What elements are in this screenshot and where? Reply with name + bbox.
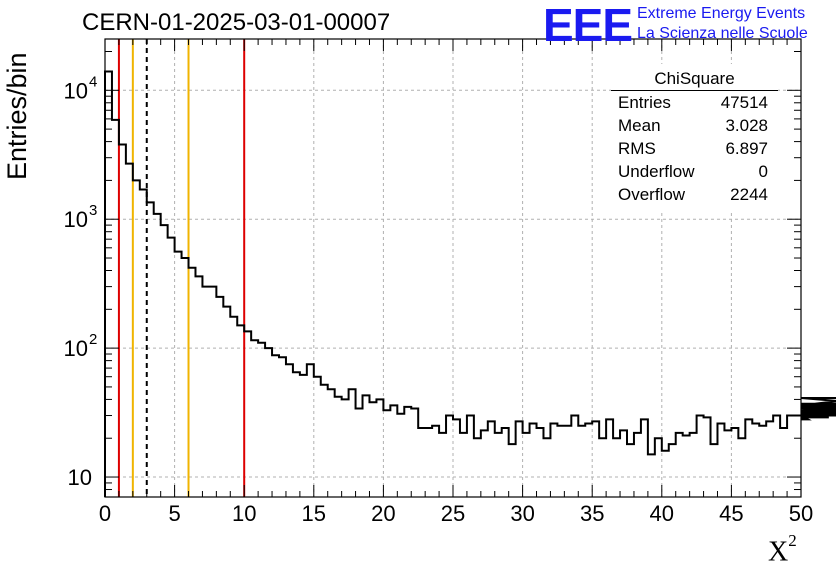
stats-key: Mean — [618, 116, 661, 135]
x-tick-label: 20 — [371, 501, 395, 526]
x-axis-label: X2 — [768, 531, 797, 568]
eee-logo-text: Extreme Energy Events La Scienza nelle S… — [637, 4, 808, 44]
y-tick-label: 10 — [68, 465, 92, 490]
y-tick-label: 10 — [64, 207, 88, 232]
stats-title-underline — [611, 90, 778, 91]
stats-key: Entries — [618, 93, 671, 112]
y-tick-label-exponent: 4 — [89, 73, 97, 90]
stats-row-rms: RMS 6.897 — [618, 139, 768, 161]
stats-title: ChiSquare — [654, 69, 735, 88]
y-tick-label: 10 — [64, 78, 88, 103]
y-tick-label-exponent: 3 — [89, 202, 97, 219]
y-axis-label: Entries/bin — [2, 52, 32, 180]
stats-key: Underflow — [618, 162, 695, 181]
eee-logo: EEE — [543, 0, 633, 51]
y-tick-label: 10 — [64, 336, 88, 361]
x-axis-label-superscript: 2 — [788, 531, 797, 550]
x-tick-label: 25 — [441, 501, 465, 526]
x-tick-label: 50 — [789, 501, 813, 526]
stats-key: RMS — [618, 139, 656, 158]
x-tick-label: 15 — [302, 501, 326, 526]
x-axis-label-base: X — [768, 536, 789, 568]
stats-box: ChiSquare Entries 47514 Mean 3.028 RMS 6… — [611, 64, 778, 210]
stats-value: 0 — [758, 162, 768, 181]
stats-key: Overflow — [618, 185, 686, 204]
chart-title: CERN-01-2025-03-01-00007 — [82, 9, 391, 36]
stats-value: 47514 — [720, 93, 768, 112]
x-tick-label: 30 — [510, 501, 534, 526]
x-tick-label: 45 — [719, 501, 743, 526]
stats-value: 6.897 — [725, 139, 768, 158]
x-tick-label: 5 — [168, 501, 180, 526]
logo-line-2: La Scienza nelle Scuole — [637, 25, 808, 42]
stats-row-mean: Mean 3.028 — [618, 116, 768, 138]
x-tick-label: 40 — [650, 501, 674, 526]
x-tick-label: 35 — [580, 501, 604, 526]
stats-row-underflow: Underflow 0 — [618, 162, 768, 184]
logo-line-1: Extreme Energy Events — [637, 5, 806, 22]
y-tick-label-exponent: 2 — [89, 331, 97, 348]
stats-value: 3.028 — [725, 116, 768, 135]
x-tick-label: 10 — [232, 501, 256, 526]
stats-row-overflow: Overflow 2244 — [618, 185, 768, 207]
stats-row-entries: Entries 47514 — [618, 93, 768, 115]
x-tick-label: 0 — [99, 501, 111, 526]
stats-value: 2244 — [730, 185, 768, 204]
